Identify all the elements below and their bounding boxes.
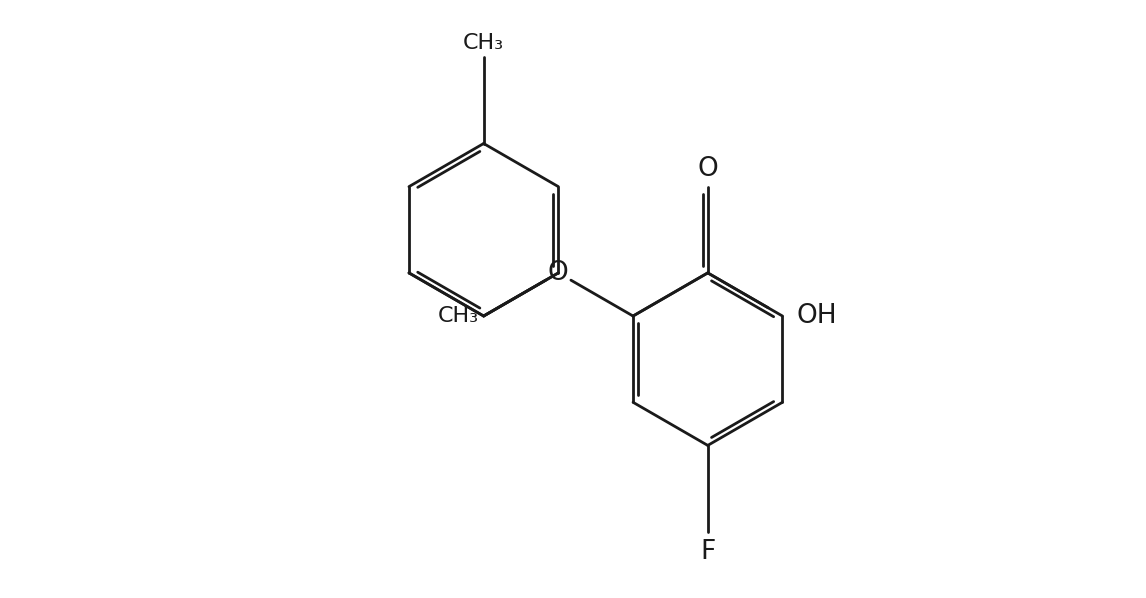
Text: CH₃: CH₃ (438, 306, 479, 326)
Text: F: F (700, 539, 715, 565)
Text: O: O (698, 156, 719, 182)
Text: CH₃: CH₃ (463, 33, 504, 53)
Text: OH: OH (796, 303, 837, 329)
Text: O: O (548, 260, 568, 286)
